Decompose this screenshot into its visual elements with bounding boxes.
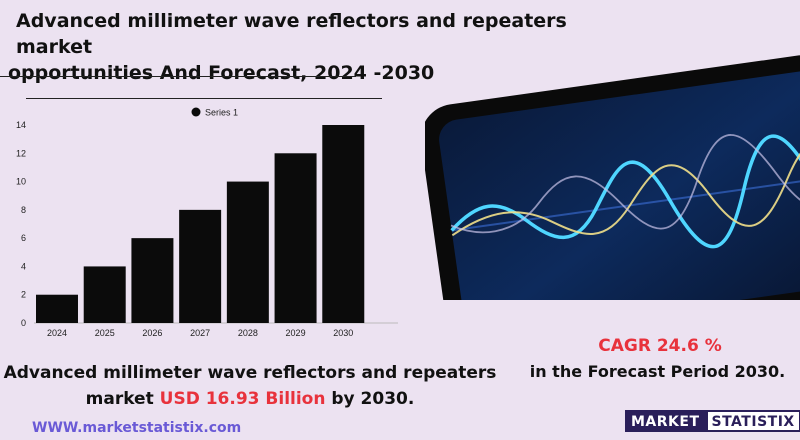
bar-chart: Series 1 0 2 4 6 8 10 12 14 2024 2025 2026 2027 2028 2… xyxy=(16,107,398,338)
x-tick-label: 2025 xyxy=(95,328,115,338)
bar xyxy=(322,125,365,323)
y-tick-label: 4 xyxy=(21,261,26,271)
legend-marker xyxy=(191,107,201,117)
bar xyxy=(36,294,78,323)
title-line-1: Advanced millimeter wave reflectors and … xyxy=(16,10,567,58)
waveform-phone-icon xyxy=(425,55,800,300)
y-tick-label: 10 xyxy=(16,177,26,187)
x-tick-label: 2029 xyxy=(286,328,306,338)
y-tick-label: 2 xyxy=(21,290,26,300)
y-tick-label: 12 xyxy=(16,148,26,158)
logo-part-market: MARKET xyxy=(625,410,706,432)
bar xyxy=(226,181,269,323)
x-tick-label: 2027 xyxy=(190,328,210,338)
x-tick-label: 2028 xyxy=(238,328,258,338)
logo-part-statistix: STATISTIX xyxy=(705,410,800,432)
market-size-summary: Advanced millimeter wave reflectors and … xyxy=(0,360,500,412)
y-tick-label: 0 xyxy=(21,318,26,328)
bar xyxy=(131,238,174,323)
page-title: Advanced millimeter wave reflectors and … xyxy=(8,8,648,86)
summary-line-1: Advanced millimeter wave reflectors and … xyxy=(3,363,497,383)
bar xyxy=(179,209,222,323)
bar xyxy=(274,153,317,323)
title-divider-bottom xyxy=(26,98,382,99)
brand-logo: MARKET STATISTIX xyxy=(625,410,800,432)
cagr-value: CAGR 24.6 % xyxy=(598,336,722,356)
y-tick-label: 14 xyxy=(16,120,26,130)
bar xyxy=(83,266,126,323)
website-link[interactable]: WWW.marketstatistix.com xyxy=(32,420,242,436)
market-value: USD 16.93 Billion xyxy=(159,389,326,409)
x-tick-label: 2030 xyxy=(333,328,353,338)
title-divider-top xyxy=(0,76,356,77)
legend-label: Series 1 xyxy=(205,108,238,118)
x-tick-label: 2024 xyxy=(47,328,67,338)
summary-line-2: market USD 16.93 Billion by 2030. xyxy=(0,386,500,412)
y-tick-label: 6 xyxy=(21,233,26,243)
y-tick-label: 8 xyxy=(21,205,26,215)
summary-suffix: by 2030. xyxy=(331,389,415,409)
title-line-2: opportunities And Forecast, 2024 -2030 xyxy=(8,62,435,84)
summary-prefix: market xyxy=(85,389,154,409)
x-tick-label: 2026 xyxy=(142,328,162,338)
forecast-period: in the Forecast Period 2030. xyxy=(529,362,786,381)
